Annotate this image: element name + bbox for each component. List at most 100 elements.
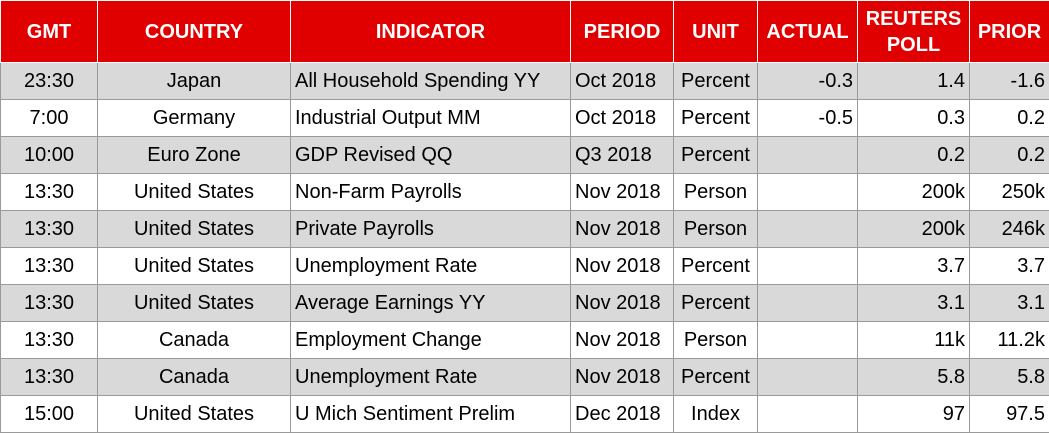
gmt-cell: 10:00 <box>1 137 98 174</box>
column-header: COUNTRY <box>98 1 291 63</box>
reuters-poll-cell: 0.3 <box>858 100 970 137</box>
actual-cell <box>758 211 858 248</box>
prior-cell: 3.1 <box>970 285 1049 322</box>
period-cell: Nov 2018 <box>571 322 674 359</box>
unit-cell: Percent <box>674 137 758 174</box>
indicator-cell: Private Payrolls <box>291 211 571 248</box>
country-cell: Euro Zone <box>98 137 291 174</box>
column-header: REUTERS POLL <box>858 1 970 63</box>
period-cell: Dec 2018 <box>571 396 674 433</box>
indicator-cell: Unemployment Rate <box>291 248 571 285</box>
unit-cell: Person <box>674 322 758 359</box>
actual-cell <box>758 174 858 211</box>
country-cell: United States <box>98 396 291 433</box>
indicator-cell: Industrial Output MM <box>291 100 571 137</box>
period-cell: Oct 2018 <box>571 63 674 100</box>
unit-cell: Person <box>674 174 758 211</box>
indicator-cell: Average Earnings YY <box>291 285 571 322</box>
column-header: PRIOR <box>970 1 1049 63</box>
period-cell: Nov 2018 <box>571 211 674 248</box>
prior-cell: 11.2k <box>970 322 1049 359</box>
period-cell: Q3 2018 <box>571 137 674 174</box>
actual-cell <box>758 285 858 322</box>
unit-cell: Percent <box>674 248 758 285</box>
prior-cell: 0.2 <box>970 137 1049 174</box>
reuters-poll-cell: 3.7 <box>858 248 970 285</box>
period-cell: Nov 2018 <box>571 285 674 322</box>
unit-cell: Person <box>674 211 758 248</box>
indicator-cell: GDP Revised QQ <box>291 137 571 174</box>
gmt-cell: 13:30 <box>1 285 98 322</box>
country-cell: Japan <box>98 63 291 100</box>
unit-cell: Percent <box>674 285 758 322</box>
country-cell: Canada <box>98 322 291 359</box>
reuters-poll-cell: 1.4 <box>858 63 970 100</box>
reuters-poll-cell: 97 <box>858 396 970 433</box>
period-cell: Nov 2018 <box>571 174 674 211</box>
period-cell: Oct 2018 <box>571 100 674 137</box>
indicator-cell: Employment Change <box>291 322 571 359</box>
actual-cell <box>758 322 858 359</box>
column-header: GMT <box>1 1 98 63</box>
gmt-cell: 7:00 <box>1 100 98 137</box>
unit-cell: Percent <box>674 100 758 137</box>
reuters-poll-cell: 3.1 <box>858 285 970 322</box>
indicator-cell: Non-Farm Payrolls <box>291 174 571 211</box>
prior-cell: 0.2 <box>970 100 1049 137</box>
prior-cell: 97.5 <box>970 396 1049 433</box>
gmt-cell: 13:30 <box>1 322 98 359</box>
country-cell: United States <box>98 211 291 248</box>
prior-cell: 3.7 <box>970 248 1049 285</box>
actual-cell <box>758 396 858 433</box>
country-cell: Canada <box>98 359 291 396</box>
period-cell: Nov 2018 <box>571 359 674 396</box>
actual-cell: -0.3 <box>758 63 858 100</box>
actual-cell <box>758 248 858 285</box>
prior-cell: 250k <box>970 174 1049 211</box>
gmt-cell: 15:00 <box>1 396 98 433</box>
period-cell: Nov 2018 <box>571 248 674 285</box>
prior-cell: 246k <box>970 211 1049 248</box>
prior-cell: 5.8 <box>970 359 1049 396</box>
unit-cell: Index <box>674 396 758 433</box>
gmt-cell: 13:30 <box>1 211 98 248</box>
country-cell: Germany <box>98 100 291 137</box>
indicator-cell: U Mich Sentiment Prelim <box>291 396 571 433</box>
gmt-cell: 13:30 <box>1 174 98 211</box>
column-header: INDICATOR <box>291 1 571 63</box>
column-header: ACTUAL <box>758 1 858 63</box>
gmt-cell: 13:30 <box>1 359 98 396</box>
prior-cell: -1.6 <box>970 63 1049 100</box>
reuters-poll-cell: 200k <box>858 174 970 211</box>
reuters-poll-cell: 5.8 <box>858 359 970 396</box>
reuters-poll-cell: 11k <box>858 322 970 359</box>
actual-cell <box>758 359 858 396</box>
reuters-poll-cell: 200k <box>858 211 970 248</box>
column-header: PERIOD <box>571 1 674 63</box>
column-header: UNIT <box>674 1 758 63</box>
unit-cell: Percent <box>674 63 758 100</box>
country-cell: United States <box>98 285 291 322</box>
actual-cell: -0.5 <box>758 100 858 137</box>
indicator-cell: All Household Spending YY <box>291 63 571 100</box>
gmt-cell: 23:30 <box>1 63 98 100</box>
actual-cell <box>758 137 858 174</box>
reuters-poll-cell: 0.2 <box>858 137 970 174</box>
unit-cell: Percent <box>674 359 758 396</box>
gmt-cell: 13:30 <box>1 248 98 285</box>
